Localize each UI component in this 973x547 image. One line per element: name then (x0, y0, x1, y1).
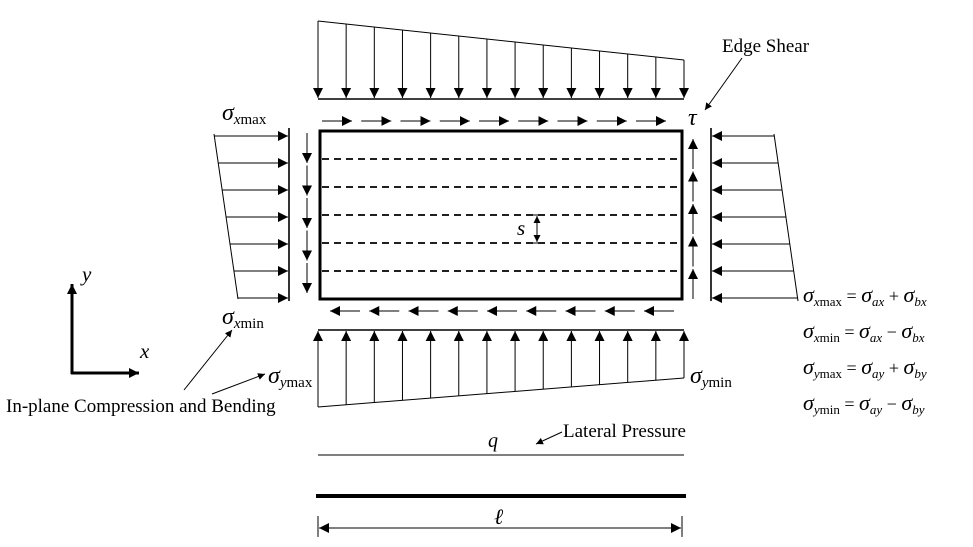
spacing-dimension: s (517, 214, 545, 244)
tau-label: τ (688, 105, 698, 131)
length-label: ℓ (494, 504, 504, 529)
axis-y-label: y (80, 262, 92, 286)
in-plane-label: In-plane Compression and Bending (6, 396, 276, 417)
right-load-outline (773, 133, 799, 302)
stress-equation: σxmin = σax − σbx (803, 318, 925, 345)
bottom-load-block (313, 329, 689, 408)
stress-equation: σxmax = σax + σbx (803, 282, 927, 309)
right-load-block (710, 128, 799, 303)
lateral-pressure-label: Lateral Pressure (563, 421, 686, 442)
bottom-load-outline (317, 377, 685, 408)
lateral-pressure-leader (535, 431, 563, 445)
top-load-outline (317, 20, 685, 61)
in-plane-leader-2 (211, 373, 266, 395)
edge-shear-label: Edge Shear (722, 36, 810, 57)
top-load-block (313, 20, 689, 100)
sigma-xmin-label: σxmin (222, 304, 264, 332)
left-load-block (213, 128, 290, 303)
sigma-ymax-label: σymax (268, 363, 313, 391)
plate-outline (318, 129, 684, 301)
coordinate-axes: y x (67, 262, 150, 378)
q-label: q (488, 430, 498, 452)
stress-equation: σymax = σay + σby (803, 354, 927, 381)
left-load-arrows (214, 131, 288, 303)
spacing-label: s (517, 216, 525, 240)
lateral-pressure-block: ℓ (316, 454, 686, 537)
sigma-ymin-label: σymin (690, 363, 732, 391)
stiffener-lines (322, 158, 680, 272)
right-load-arrows (712, 131, 798, 303)
sigma-xmax-label: σxmax (222, 100, 267, 128)
stress-equations: σxmax = σax + σbx σxmin = σax − σbx σymax … (803, 282, 927, 417)
stress-equation: σymin = σay − σby (803, 390, 925, 417)
top-load-arrows (313, 21, 689, 98)
bottom-load-arrows (313, 331, 689, 407)
axis-x-label: x (139, 339, 150, 363)
edge-shear-leader (704, 57, 743, 111)
in-plane-leader-1 (183, 329, 233, 391)
